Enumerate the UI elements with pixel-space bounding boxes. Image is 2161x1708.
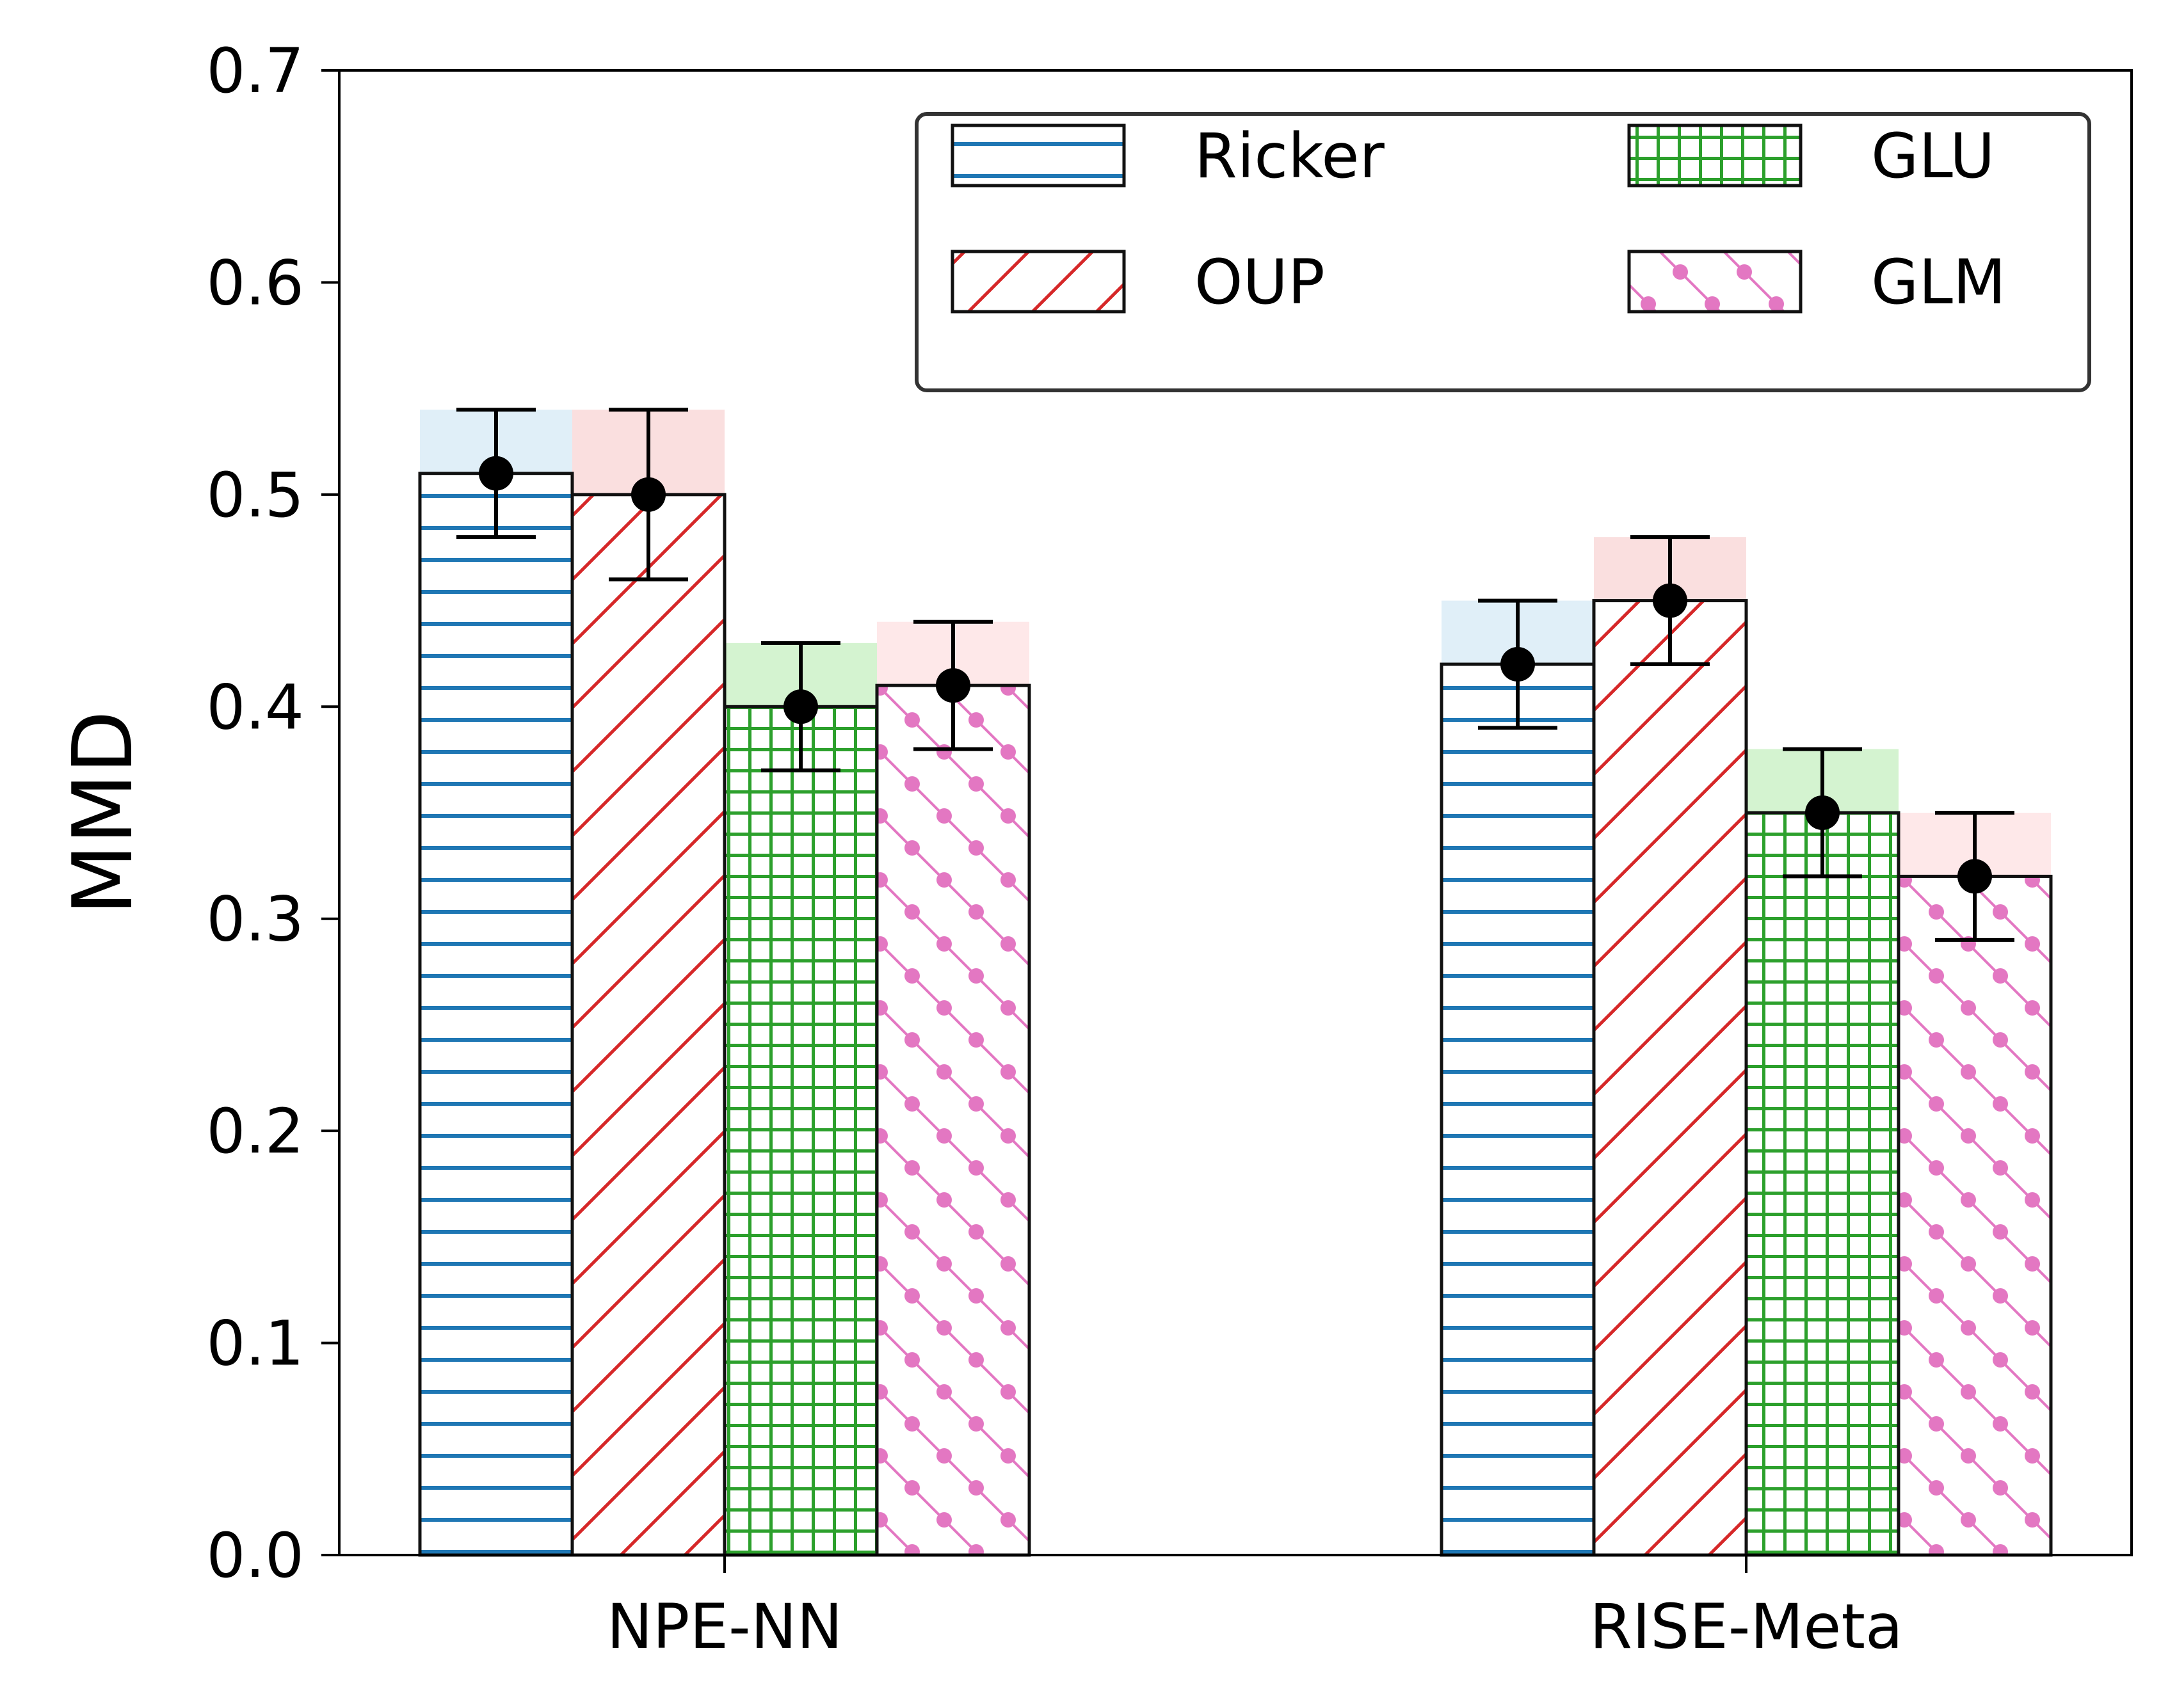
legend-swatch-oup xyxy=(951,250,1126,314)
y-tick-label: 0.3 xyxy=(206,884,304,955)
mean-point-glu-npe-nn xyxy=(783,689,818,724)
legend: Ricker OUP GLU GLM xyxy=(915,112,2091,392)
mean-point-oup-rise-meta xyxy=(1653,583,1687,618)
bar-glm-npe-nn xyxy=(875,683,1031,1557)
mean-point-glm-npe-nn xyxy=(936,668,970,703)
bar-oup-npe-nn xyxy=(570,493,727,1557)
legend-label-glm: GLM xyxy=(1871,246,2006,318)
y-axis-title: MMD xyxy=(56,710,151,914)
legend-swatch-glm xyxy=(1627,250,1803,314)
legend-label-oup: OUP xyxy=(1194,246,1325,318)
legend-label-glu: GLU xyxy=(1871,120,1995,192)
mean-point-ricker-rise-meta xyxy=(1500,647,1535,682)
axes xyxy=(338,69,2133,1556)
bar-ricker-rise-meta xyxy=(1440,662,1596,1557)
bar-glu-npe-nn xyxy=(723,705,879,1557)
mean-point-glm-rise-meta xyxy=(1957,859,1992,894)
y-tick-label: 0.2 xyxy=(206,1096,304,1167)
x-tick-label: NPE-NN xyxy=(607,1591,843,1663)
mean-point-glu-rise-meta xyxy=(1805,795,1840,830)
y-tick-label: 0.7 xyxy=(206,35,304,107)
bar-glm-rise-meta xyxy=(1897,874,2053,1557)
y-tick-label: 0.1 xyxy=(206,1308,304,1380)
plot-frame xyxy=(338,69,2133,1556)
y-tick-label: 0.5 xyxy=(206,459,304,531)
y-axis-ticks: 0.0 0.1 0.2 0.3 0.4 0.5 0.6 0.7 xyxy=(206,35,339,1592)
bar-layer xyxy=(418,472,2053,1557)
bar-oup-rise-meta xyxy=(1592,599,1748,1557)
bar-ricker-npe-nn xyxy=(418,472,574,1557)
x-axis-ticks: NPE-NN RISE-Meta xyxy=(607,1555,1903,1663)
mean-point-oup-npe-nn xyxy=(631,477,666,512)
legend-swatch-glu xyxy=(1627,124,1803,188)
y-tick-label: 0.4 xyxy=(206,671,304,743)
mean-point-ricker-npe-nn xyxy=(479,456,513,491)
bar-glu-rise-meta xyxy=(1744,811,1900,1557)
y-tick-label: 0.6 xyxy=(206,247,304,319)
x-tick-label: RISE-Meta xyxy=(1589,1591,1903,1663)
legend-label-ricker: Ricker xyxy=(1194,120,1385,192)
errorbar-layer xyxy=(456,408,2014,942)
legend-swatch-ricker xyxy=(951,124,1126,188)
y-tick-label: 0.0 xyxy=(206,1520,304,1592)
